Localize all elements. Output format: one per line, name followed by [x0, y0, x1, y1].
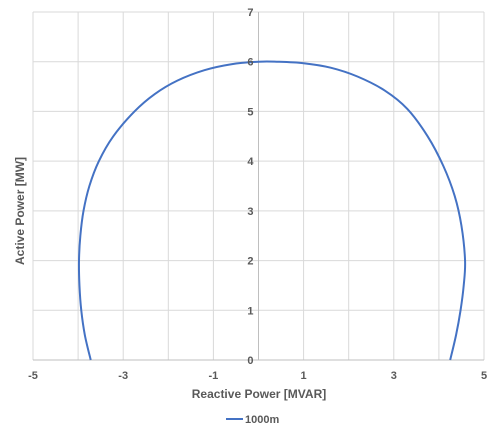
- x-tick-label: -3: [118, 370, 128, 382]
- y-tick-label: 1: [247, 305, 253, 317]
- y-tick-label: 7: [247, 7, 253, 19]
- x-axis-title: Reactive Power [MVAR]: [192, 387, 326, 401]
- x-tick-label: -1: [209, 370, 219, 382]
- series-line-1000m: [77, 60, 467, 361]
- y-tick-label: 2: [247, 256, 253, 268]
- y-tick-label: 5: [247, 106, 253, 118]
- x-tick-label: 3: [391, 370, 397, 382]
- tick-labels: -5 -3 -1 1 3 5 0 1 2 3 4 5 6 7: [28, 7, 487, 382]
- gridlines: [32, 11, 485, 361]
- x-tick-label: 5: [481, 370, 487, 382]
- y-tick-label: 4: [247, 156, 254, 168]
- series-layer: [77, 60, 467, 361]
- legend-label-1000m: 1000m: [245, 414, 279, 426]
- x-tick-label: 1: [301, 370, 307, 382]
- y-tick-label: 0: [247, 355, 253, 367]
- y-tick-label: 6: [247, 57, 253, 69]
- y-axis-title: Active Power [MW]: [13, 157, 27, 265]
- y-tick-label: 3: [247, 206, 253, 218]
- legend: 1000m: [226, 414, 279, 426]
- x-tick-label: -5: [28, 370, 38, 382]
